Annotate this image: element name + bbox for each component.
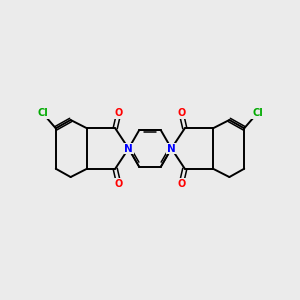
- Text: Cl: Cl: [37, 108, 48, 118]
- Text: Cl: Cl: [252, 108, 263, 118]
- Text: O: O: [115, 179, 123, 189]
- Text: O: O: [177, 179, 185, 189]
- Text: O: O: [115, 108, 123, 118]
- Text: O: O: [177, 108, 185, 118]
- Text: N: N: [167, 143, 176, 154]
- Text: N: N: [124, 143, 133, 154]
